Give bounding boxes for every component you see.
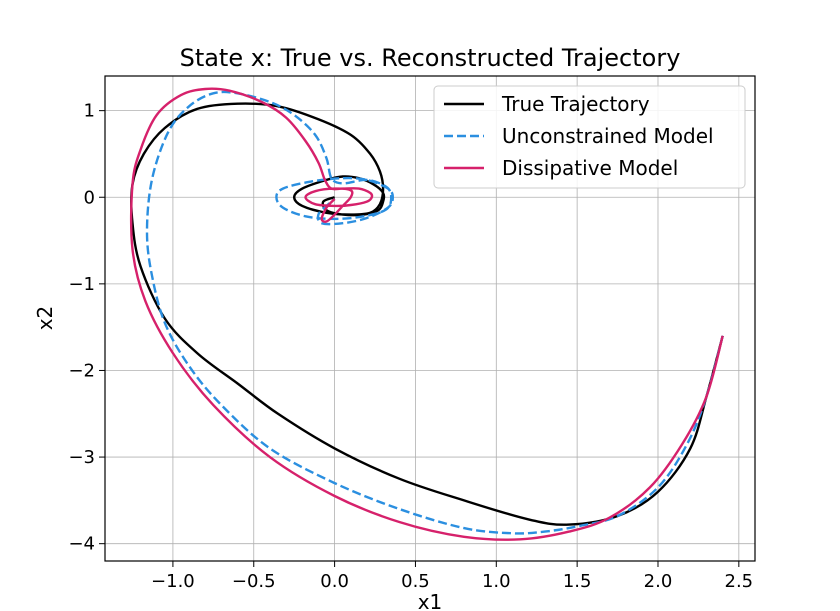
x-tick-label: 1.5	[563, 571, 592, 592]
legend-label: Dissipative Model	[502, 156, 678, 180]
x-tick-label: 0.5	[401, 571, 430, 592]
y-axis-label: x2	[33, 306, 57, 331]
y-tick-label: 1	[84, 101, 95, 122]
series-line-dissipative-model	[129, 87, 724, 541]
y-tick-label: −4	[68, 534, 95, 555]
legend-label: Unconstrained Model	[502, 124, 714, 148]
axis-ticks: −1.0 −0.5 0.0 0.5 1.0 1.5 2.0 2.5 −4 −3 −2 −1 0 1	[68, 101, 753, 592]
plot-frame	[104, 75, 756, 562]
y-tick-label: −2	[68, 360, 95, 381]
x-tick-label: 1.0	[482, 571, 511, 592]
y-tick-label: 0	[84, 187, 95, 208]
series-layer	[129, 87, 724, 541]
x-tick-label: 2.0	[644, 571, 673, 592]
x-tick-label: 0.0	[320, 571, 349, 592]
legend-box	[433, 85, 746, 189]
y-tick-label: −1	[68, 274, 95, 295]
x-axis-label: x1	[418, 590, 443, 611]
x-tick-label: 2.5	[725, 571, 754, 592]
x-tick-label: −1.0	[151, 571, 195, 592]
legend-label: True Trajectory	[501, 92, 650, 116]
series-line-unconstrained-model	[145, 90, 724, 535]
x-tick-label: −0.5	[232, 571, 276, 592]
series-line-true-trajectory	[130, 102, 724, 526]
legend: True Trajectory Unconstrained Model Dissip…	[433, 85, 746, 189]
chart-title: State x: True vs. Reconstructed Trajecto…	[180, 44, 681, 72]
y-tick-label: −3	[68, 447, 95, 468]
